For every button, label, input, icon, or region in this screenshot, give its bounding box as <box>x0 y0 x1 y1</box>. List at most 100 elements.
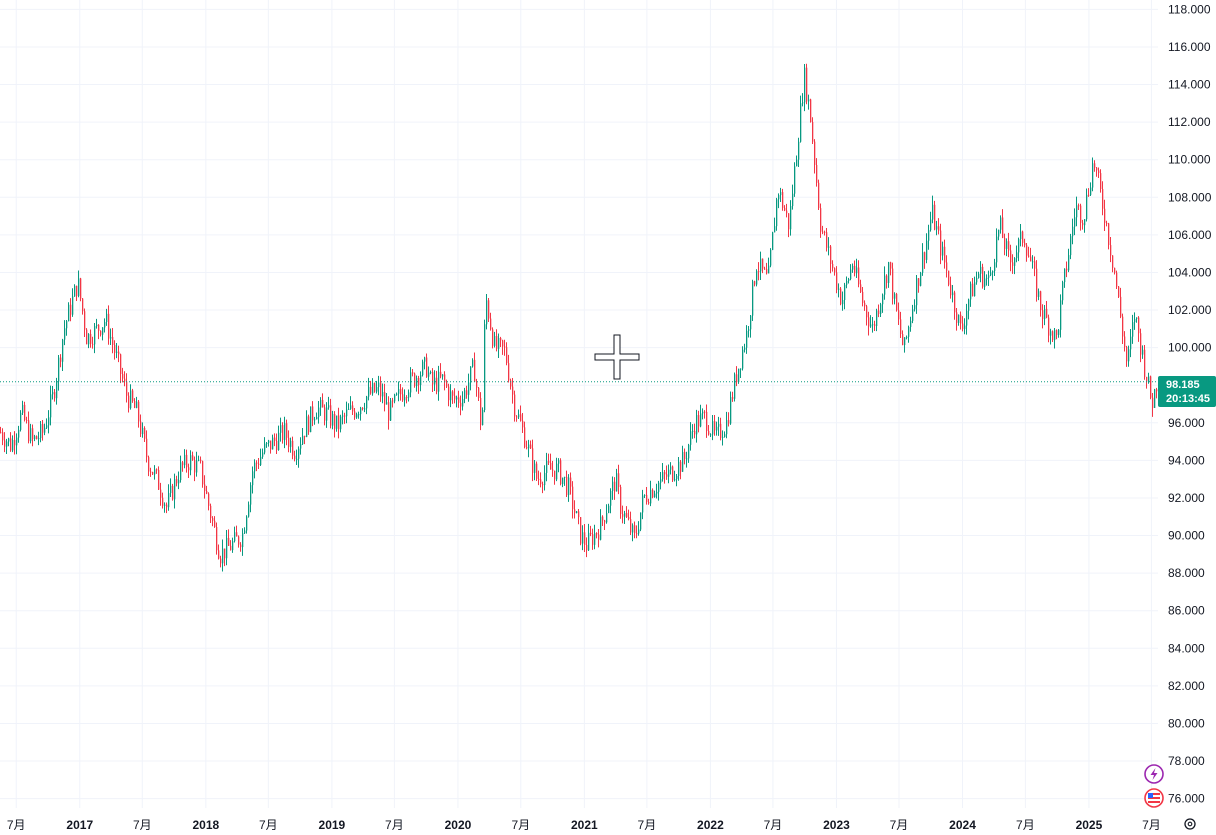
candle-body <box>872 324 874 326</box>
candle-body <box>258 463 260 465</box>
candle-body <box>652 489 654 498</box>
candle-body <box>56 381 58 399</box>
candle-body <box>272 437 274 450</box>
candle-body <box>908 326 910 337</box>
candle-body <box>212 518 214 521</box>
candle-body <box>424 357 426 362</box>
candle-body <box>690 431 692 445</box>
candle-body <box>846 280 848 285</box>
candle-body <box>292 440 294 456</box>
candle-body <box>844 284 846 300</box>
candle-body <box>290 440 292 447</box>
candle-body <box>720 423 722 438</box>
candle-body <box>320 399 322 408</box>
candle-body <box>832 263 834 269</box>
candle-body <box>1094 163 1096 168</box>
candle-body <box>624 513 626 517</box>
candle-body <box>764 268 766 270</box>
candle-body <box>736 374 738 383</box>
candle-body <box>734 374 736 399</box>
candle-body <box>250 485 252 505</box>
candle-body <box>930 219 932 231</box>
candle-body <box>448 386 450 401</box>
candle-body <box>944 246 946 263</box>
candle-body <box>232 541 234 551</box>
candle-body <box>104 321 106 328</box>
candle-body <box>962 323 964 330</box>
candle-body <box>158 470 160 490</box>
candle-body <box>458 397 460 403</box>
candle-body <box>94 326 96 345</box>
candle-body <box>810 99 812 123</box>
candle-body <box>416 378 418 387</box>
candle-body <box>1096 167 1098 171</box>
candle-body <box>546 460 548 473</box>
candle-body <box>626 513 628 517</box>
candle-body <box>680 461 682 472</box>
candle-body <box>1118 286 1120 297</box>
candle-body <box>408 392 410 398</box>
candle-body <box>526 447 528 449</box>
candle-body <box>596 533 598 535</box>
settings-icon[interactable] <box>1184 818 1196 830</box>
candle-body <box>122 373 124 379</box>
candle-body <box>914 305 916 310</box>
candle-body <box>402 394 404 401</box>
candle-body <box>470 366 472 383</box>
time-tick-label: 2020 <box>445 818 472 830</box>
candle-body <box>174 479 176 500</box>
candle-body <box>1084 219 1086 226</box>
time-tick-label: 2024 <box>949 818 976 830</box>
time-axis[interactable]: 7月 2017 7月 2018 7月 2019 7月 2020 7月 2021 7月 2022 7月 20… <box>7 818 1161 832</box>
us-flag-icon[interactable] <box>1144 788 1164 808</box>
candle-body <box>632 525 634 533</box>
candle-body <box>382 392 384 397</box>
candle-body <box>970 283 972 300</box>
candle-body <box>118 351 120 355</box>
candle-body <box>282 425 284 440</box>
candle-body <box>976 277 978 283</box>
candle-body <box>554 470 556 480</box>
candle-body <box>434 377 436 385</box>
lightning-icon[interactable] <box>1144 764 1164 784</box>
candle-body <box>718 423 720 427</box>
candle-body <box>826 232 828 248</box>
candle-body <box>334 414 336 429</box>
candle-body <box>638 529 640 534</box>
candle-body <box>412 372 414 374</box>
candle-body <box>1046 308 1048 318</box>
candle-body <box>278 432 280 451</box>
candlestick-series <box>0 63 1158 572</box>
candle-body <box>6 441 8 447</box>
candle-body <box>298 448 300 459</box>
candle-body <box>452 391 454 396</box>
candle-body <box>528 444 530 449</box>
candle-body <box>322 399 324 408</box>
candle-body <box>348 408 350 410</box>
candle-body <box>780 192 782 196</box>
candle-body <box>188 467 190 471</box>
candle-body <box>834 268 836 273</box>
candle-body <box>140 421 142 435</box>
candle-body <box>1062 282 1064 301</box>
candle-body <box>928 230 930 241</box>
candle-body <box>716 426 718 431</box>
candle-body <box>172 485 174 500</box>
candle-body <box>192 455 194 461</box>
candle-body <box>910 320 912 327</box>
candle-body <box>342 415 344 417</box>
candle-body <box>184 454 186 466</box>
candle-body <box>100 330 102 335</box>
candle-body <box>1142 349 1144 355</box>
candle-body <box>186 454 188 468</box>
candle-body <box>454 395 456 400</box>
candle-body <box>732 397 734 399</box>
candle-body <box>194 460 196 473</box>
candle-body <box>486 300 488 325</box>
candle-body <box>28 420 30 442</box>
candle-body <box>58 357 60 382</box>
candle-body <box>246 516 248 531</box>
price-axis[interactable]: 76.000 78.000 80.000 82.000 84.000 86.000 88.0… <box>1168 2 1212 805</box>
